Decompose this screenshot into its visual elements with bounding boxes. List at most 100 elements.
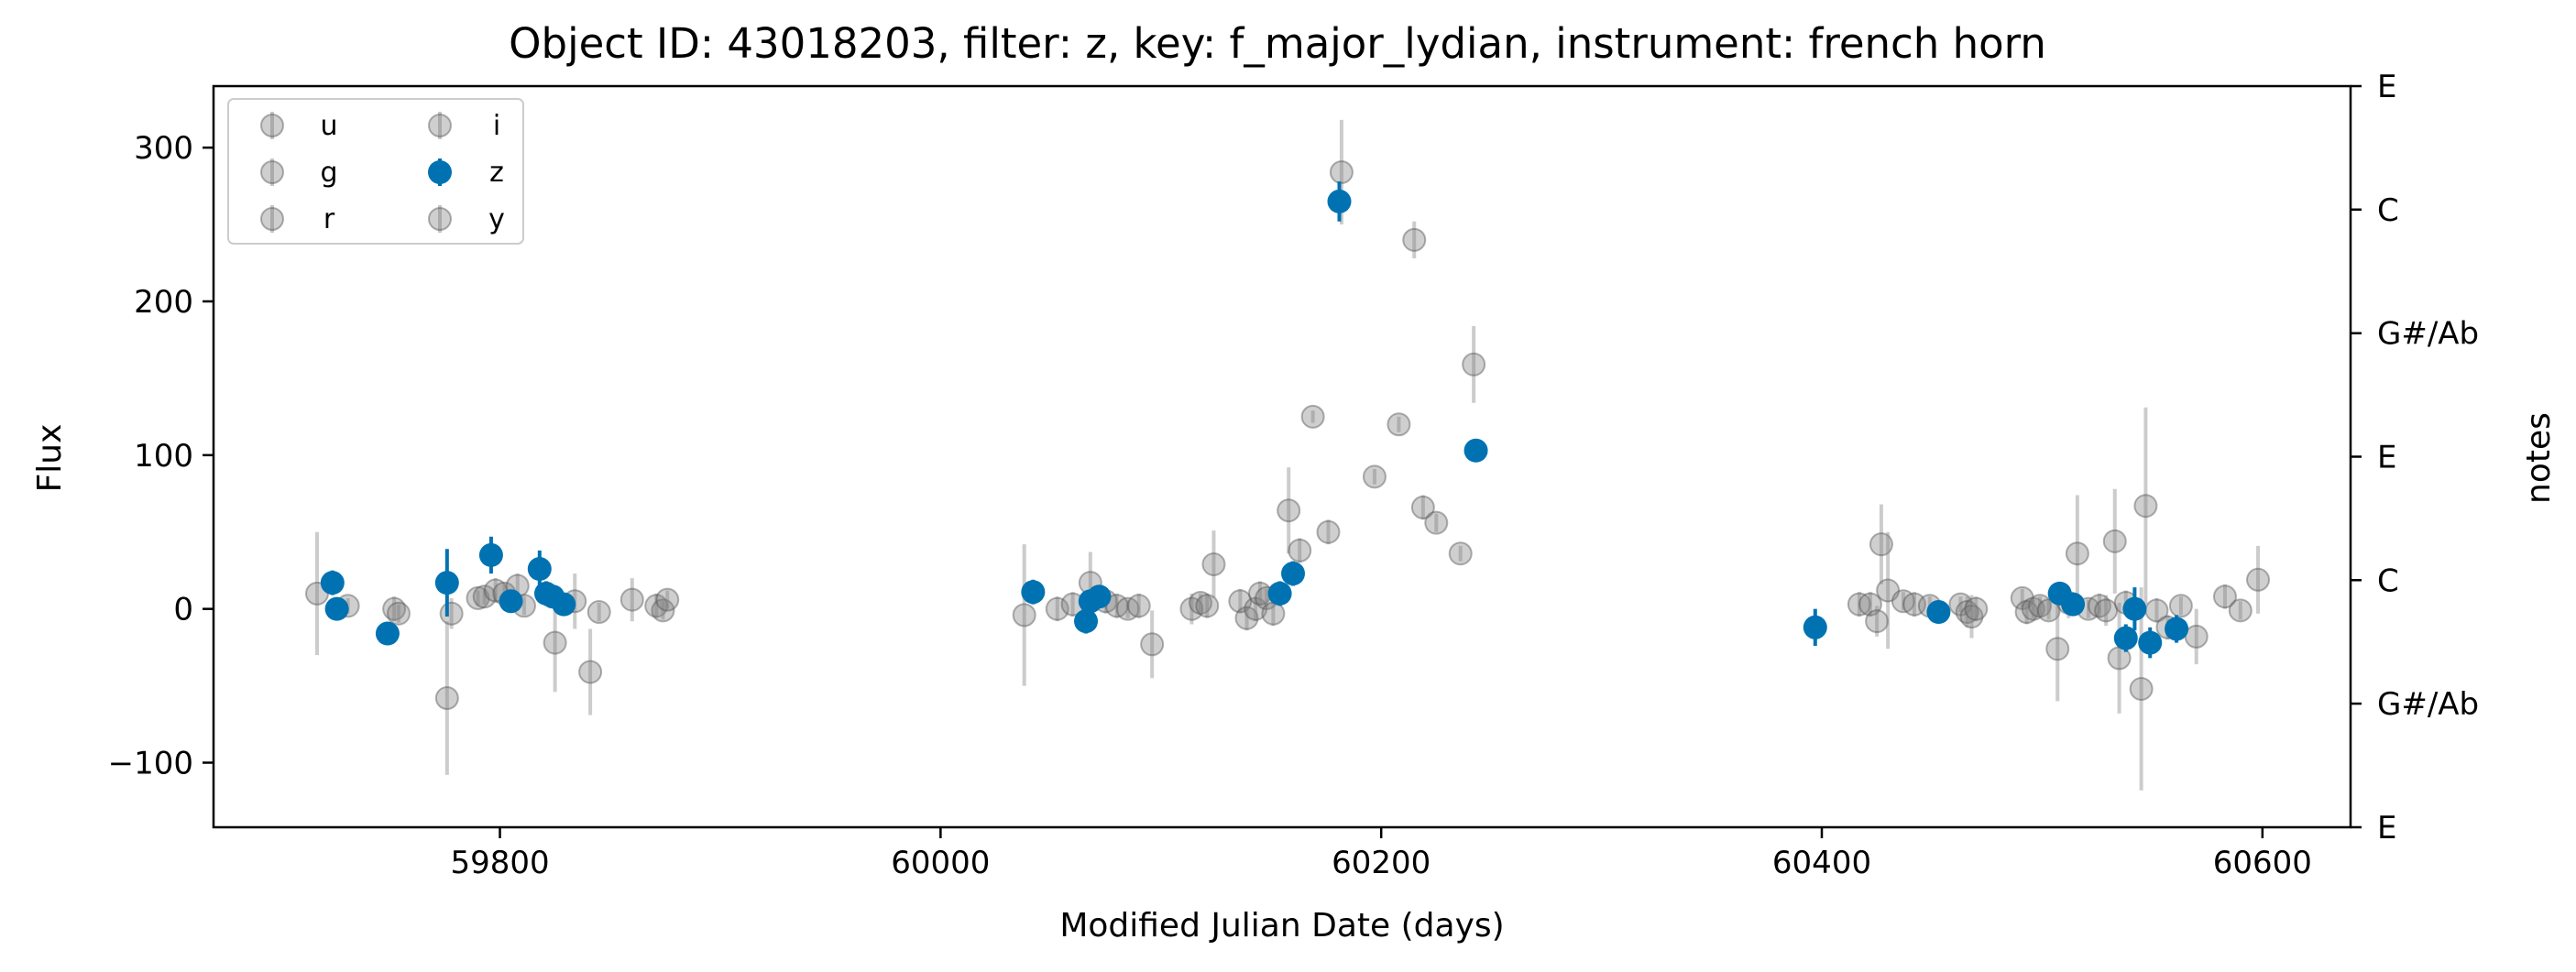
point-other: [1410, 495, 1435, 519]
legend-marker-g: [260, 160, 284, 184]
axes: 59800 60000 60200 60400 60600 −100 0 100 200 300 E…: [108, 69, 2480, 881]
point-other: [1244, 596, 1268, 621]
point-other: [2021, 596, 2045, 621]
point-other: [644, 594, 669, 618]
point-other: [434, 686, 459, 711]
point-z: [1926, 600, 1951, 625]
point-other: [1964, 596, 1989, 621]
point-other: [472, 584, 497, 609]
point-other: [578, 660, 603, 684]
right-axis-label: notes: [2520, 412, 2558, 504]
point-z: [1021, 580, 1046, 605]
x-axis-label: Modified Julian Date (days): [1059, 907, 1504, 945]
point-z: [2061, 592, 2086, 617]
right-tick-label: C: [2377, 192, 2399, 229]
point-other: [655, 587, 680, 612]
point-z: [1087, 584, 1112, 609]
right-tick-label: G#/Ab: [2377, 686, 2479, 723]
point-other: [1902, 592, 1926, 617]
legend-box: [227, 98, 524, 245]
point-other: [2228, 598, 2253, 623]
point-other: [1126, 594, 1151, 618]
point-z: [434, 571, 459, 595]
point-other: [1189, 590, 1213, 615]
right-tick-label: C: [2377, 562, 2399, 599]
chart-title: Object ID: 43018203, filter: z, key: f_m…: [509, 19, 2046, 68]
point-other: [1387, 412, 1411, 437]
point-z: [320, 571, 345, 595]
y-tick-label: 300: [134, 130, 193, 167]
data-marks: [304, 119, 2271, 791]
legend-label-r: r: [323, 203, 335, 235]
point-other: [1277, 498, 1301, 523]
point-z: [375, 621, 400, 646]
point-other: [1045, 596, 1069, 621]
point-other: [2010, 585, 2034, 610]
x-tick-label: 60000: [891, 845, 990, 881]
point-other: [1959, 605, 1984, 629]
point-z: [2165, 617, 2189, 641]
series-z: [320, 181, 2189, 659]
legend-label-z: z: [489, 157, 504, 189]
point-other: [586, 600, 611, 625]
legend-marker-u: [260, 114, 284, 137]
point-z: [324, 596, 349, 621]
y-tick-label: 200: [134, 284, 193, 321]
point-other: [2087, 594, 2111, 618]
point-other: [1234, 606, 1259, 630]
point-other: [619, 587, 644, 612]
point-other: [2168, 594, 2193, 618]
point-other: [1316, 519, 1341, 544]
right-tick-label: E: [2377, 440, 2396, 476]
point-z: [2113, 626, 2138, 650]
point-other: [2065, 541, 2089, 566]
point-other: [466, 585, 490, 610]
point-other: [2036, 598, 2061, 623]
point-other: [1228, 589, 1253, 614]
point-other: [1891, 589, 1915, 614]
point-other: [2212, 584, 2237, 609]
point-other: [1448, 541, 1473, 566]
point-z: [1463, 438, 1488, 463]
point-other: [1329, 159, 1354, 184]
y-axis-label: Flux: [31, 424, 69, 493]
point-other: [1462, 352, 1486, 377]
point-other: [1012, 603, 1036, 628]
point-other: [1876, 578, 1901, 603]
y-tick-label: 100: [134, 438, 193, 475]
legend: ugr izy: [227, 98, 524, 245]
point-z: [499, 589, 523, 614]
legend-label-g: g: [320, 157, 337, 189]
point-z: [1803, 615, 1827, 639]
point-other: [1201, 552, 1226, 576]
point-other: [1948, 592, 1973, 617]
x-tick-label: 60600: [2213, 845, 2312, 881]
y-tick-label: −100: [108, 746, 193, 782]
x-tick-label: 60200: [1332, 845, 1431, 881]
point-other: [1115, 596, 1140, 621]
point-other: [2102, 529, 2127, 553]
point-other: [1858, 592, 1882, 617]
point-other: [1424, 510, 1449, 535]
legend-label-y: y: [488, 203, 505, 235]
legend-marker-z: [428, 160, 452, 184]
right-tick-label: E: [2377, 69, 2396, 105]
point-other: [2246, 567, 2271, 592]
right-tick-label: E: [2377, 810, 2396, 846]
point-other: [1140, 632, 1165, 657]
legend-marker-r: [260, 207, 284, 231]
point-other: [1869, 532, 1893, 557]
point-other: [386, 601, 411, 626]
point-z: [1267, 581, 1292, 606]
point-other: [2028, 594, 2053, 618]
point-z: [552, 592, 576, 617]
point-other: [1847, 592, 1871, 617]
point-other: [1288, 538, 1312, 562]
legend-label-i: i: [493, 110, 500, 142]
point-other: [1362, 464, 1387, 489]
legend-marker-y: [428, 207, 452, 231]
point-z: [1074, 609, 1099, 634]
point-other: [543, 630, 567, 655]
point-other: [2045, 637, 2070, 661]
point-z: [1327, 189, 1352, 213]
